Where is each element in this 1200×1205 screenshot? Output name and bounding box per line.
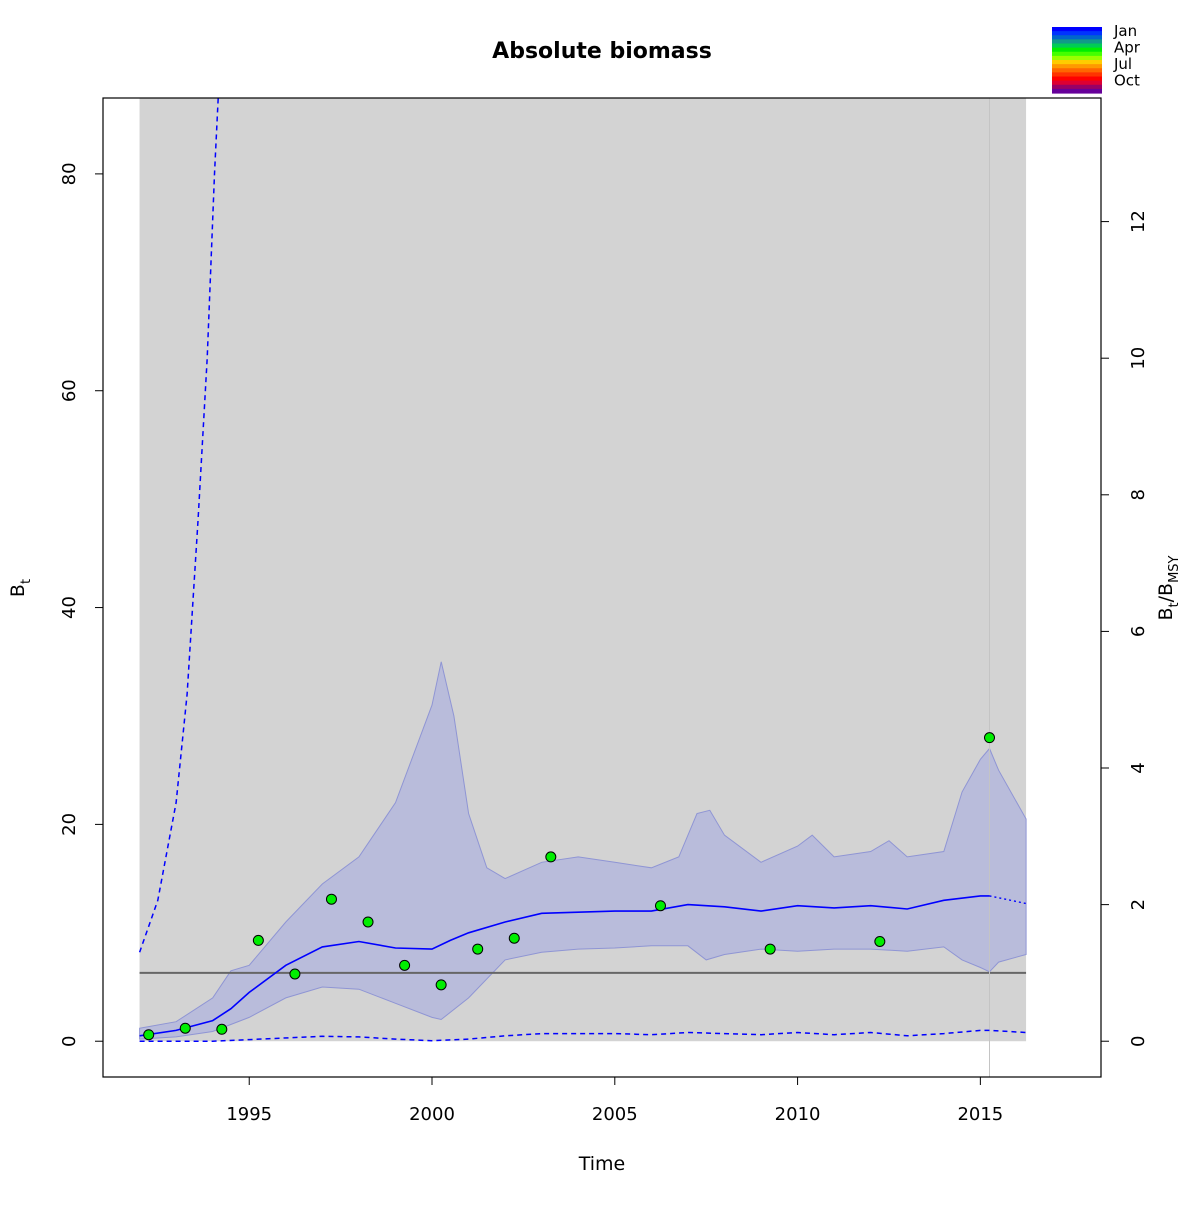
y-tick-label: 20 xyxy=(59,813,80,836)
x-tick-label: 2000 xyxy=(409,1104,455,1125)
y-axis-right-title: Bt/BMSY xyxy=(1155,555,1182,620)
observation-point xyxy=(874,935,886,947)
x-tick-label: 2015 xyxy=(957,1104,1003,1125)
legend-color-swatch xyxy=(1052,51,1102,57)
y-tick-label: 40 xyxy=(59,596,80,619)
legend-color-swatch xyxy=(1052,60,1102,65)
x-tick-label: 1995 xyxy=(226,1104,272,1125)
legend-color-swatch xyxy=(1052,43,1102,49)
y-right-tick-label: 2 xyxy=(1128,899,1149,910)
observation-point xyxy=(654,900,666,912)
y-right-tick-label: 10 xyxy=(1128,347,1149,370)
legend-color-swatch xyxy=(1052,35,1102,40)
legend-color-swatch xyxy=(1052,31,1102,36)
y-right-tick-label: 0 xyxy=(1128,1035,1149,1046)
observation-point xyxy=(472,943,484,955)
legend-color-swatch xyxy=(1052,64,1102,69)
x-axis-title: Time xyxy=(578,1153,626,1175)
y-tick-label: 60 xyxy=(59,379,80,402)
y-axis-right-title-sub2: MSY xyxy=(1167,555,1182,582)
y-right-tick-label: 6 xyxy=(1128,626,1149,637)
observation-point xyxy=(508,932,520,944)
plot-panel xyxy=(102,97,1102,1078)
y-right-tick-label: 12 xyxy=(1128,210,1149,233)
biomass-estimate-line xyxy=(139,895,990,1037)
y-right-tick-label: 4 xyxy=(1128,762,1149,773)
y-axis-title-base: B xyxy=(7,584,29,597)
observation-point xyxy=(984,732,996,744)
observation-point xyxy=(216,1023,228,1035)
legend-label: Oct xyxy=(1114,72,1140,90)
prediction-lower-line xyxy=(139,1029,1027,1042)
legend-label: Apr xyxy=(1114,39,1141,57)
y-tick-label: 80 xyxy=(59,162,80,185)
observation-point xyxy=(545,851,557,863)
legend-color-swatch xyxy=(1052,84,1102,90)
legend-color-swatch xyxy=(1052,55,1102,61)
observation-point xyxy=(435,979,447,991)
y-axis-title: Bt xyxy=(7,579,34,597)
observation-point xyxy=(179,1022,191,1034)
x-tick-label: 2005 xyxy=(592,1104,638,1125)
legend-color-swatch xyxy=(1052,76,1102,82)
y-axis-left: 0 20 40 60 80 xyxy=(59,162,104,1047)
y-tick-label: 0 xyxy=(59,1035,80,1046)
legend-color-swatch xyxy=(1052,72,1102,78)
observation-point xyxy=(362,916,374,928)
legend-color-swatch xyxy=(1052,68,1102,73)
legend-label: Jan xyxy=(1113,22,1137,40)
y-axis-right-title-sep: /B xyxy=(1155,583,1177,602)
legend-color-swatch xyxy=(1052,80,1102,86)
y-axis-right-title-sub1: t xyxy=(1167,602,1182,607)
legend-color-swatch xyxy=(1052,27,1102,32)
observation-point xyxy=(764,943,776,955)
legend-color-swatch xyxy=(1052,47,1102,53)
x-axis: 1995 2000 2005 2010 2015 xyxy=(226,1076,1003,1125)
legend-color-swatch xyxy=(1052,88,1102,94)
observation-point xyxy=(252,934,264,946)
y-axis-right: 0 2 4 6 8 10 12 xyxy=(1100,210,1149,1047)
biomass-forecast-line xyxy=(989,895,1027,905)
y-axis-right-title-base: B xyxy=(1155,607,1177,620)
chart-title: Absolute biomass xyxy=(492,39,712,64)
y-axis-title-sub: t xyxy=(19,579,34,584)
observation-point xyxy=(143,1029,155,1041)
legend-label: Jul xyxy=(1113,55,1132,73)
plot-contents xyxy=(138,98,1027,1077)
legend-color-swatch xyxy=(1052,39,1102,45)
observation-point xyxy=(325,893,337,905)
observation-point xyxy=(289,968,301,980)
y-right-tick-label: 8 xyxy=(1128,489,1149,500)
observation-point xyxy=(399,959,411,971)
x-tick-label: 2010 xyxy=(775,1104,821,1125)
